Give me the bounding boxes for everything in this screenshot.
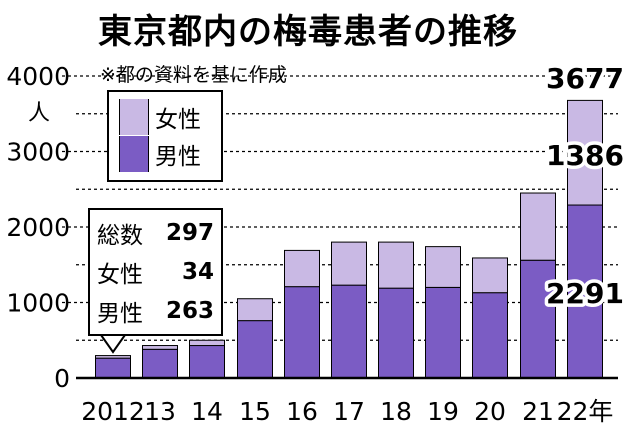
bar-female-16 (284, 249, 320, 288)
x-tick-label-18: 18 (380, 397, 412, 426)
y-tick-label-3000: 3000 (6, 138, 70, 167)
y-axis-unit: 人 (28, 101, 51, 126)
callout-label-male: 男性 (97, 301, 143, 327)
data-label-male-2022: 2291 (546, 277, 624, 310)
x-tick-label-2012: 2012 (81, 397, 145, 426)
legend-item-male: 男性 (119, 136, 201, 172)
bar-female-20 (472, 257, 508, 294)
callout-row-total: 総数 297 (97, 216, 214, 250)
y-tick-label-4000: 4000 (6, 62, 70, 91)
bar-female-22年 (567, 99, 603, 206)
data-label-female-2022-halo: 1386 (546, 139, 624, 172)
callout-row-female: 女性 34 (97, 255, 214, 289)
bar-female-2012 (95, 355, 131, 359)
bar-male-18 (378, 287, 414, 379)
legend-label-male: 男性 (155, 144, 201, 170)
callout-label-total: 総数 (97, 223, 143, 249)
data-label-male-2022-halo: 2291 (546, 277, 624, 310)
callout-pointer (99, 334, 127, 354)
data-label-female-2022: 1386 (546, 139, 624, 172)
x-tick-label-19: 19 (427, 397, 459, 426)
x-tick-label-13: 13 (144, 397, 176, 426)
bar-male-15 (237, 320, 273, 379)
y-tick-label-0: 0 (54, 364, 70, 393)
callout-2012: 総数 297 女性 34 男性 263 (88, 208, 223, 336)
bar-male-14 (189, 345, 225, 379)
chart-title: 東京都内の梅毒患者の推移 (98, 12, 518, 52)
legend-swatch-female (119, 99, 149, 135)
data-label-total-2022-halo: 3677 (546, 62, 624, 95)
x-tick-label-22年: 22年 (557, 397, 614, 426)
bar-female-14 (189, 339, 225, 347)
legend: 女性 男性 (107, 90, 223, 182)
bar-male-17 (331, 284, 367, 379)
bar-male-20 (472, 292, 508, 379)
callout-value-total: 297 (165, 220, 214, 246)
x-tick-label-16: 16 (286, 397, 318, 426)
y-tick-label-2000: 2000 (6, 213, 70, 242)
bar-female-15 (237, 298, 273, 322)
data-label-total-2022: 3677 (546, 62, 624, 95)
callout-label-female: 女性 (97, 262, 143, 288)
bar-male-13 (142, 348, 178, 379)
bar-female-19 (425, 246, 461, 288)
bar-male-16 (284, 286, 320, 379)
bar-female-21 (520, 192, 556, 261)
bar-male-2012 (95, 357, 131, 379)
bar-male-19 (425, 286, 461, 379)
y-tick-label-1000: 1000 (6, 289, 70, 318)
callout-value-male: 263 (165, 298, 214, 324)
legend-label-female: 女性 (155, 107, 201, 133)
bar-female-13 (142, 345, 178, 350)
x-tick-label-21: 21 (522, 397, 554, 426)
chart-subtitle: ※都の資料を基に作成 (100, 64, 287, 86)
x-tick-label-20: 20 (474, 397, 506, 426)
bar-female-17 (331, 241, 367, 286)
bar-female-18 (378, 241, 414, 289)
legend-item-female: 女性 (119, 99, 201, 135)
x-tick-label-17: 17 (333, 397, 365, 426)
x-tick-label-15: 15 (239, 397, 271, 426)
bar-male-22年 (567, 204, 603, 379)
x-tick-label-14: 14 (191, 397, 223, 426)
legend-swatch-male (119, 136, 149, 172)
callout-value-female: 34 (181, 259, 214, 285)
callout-row-male: 男性 263 (97, 294, 214, 328)
